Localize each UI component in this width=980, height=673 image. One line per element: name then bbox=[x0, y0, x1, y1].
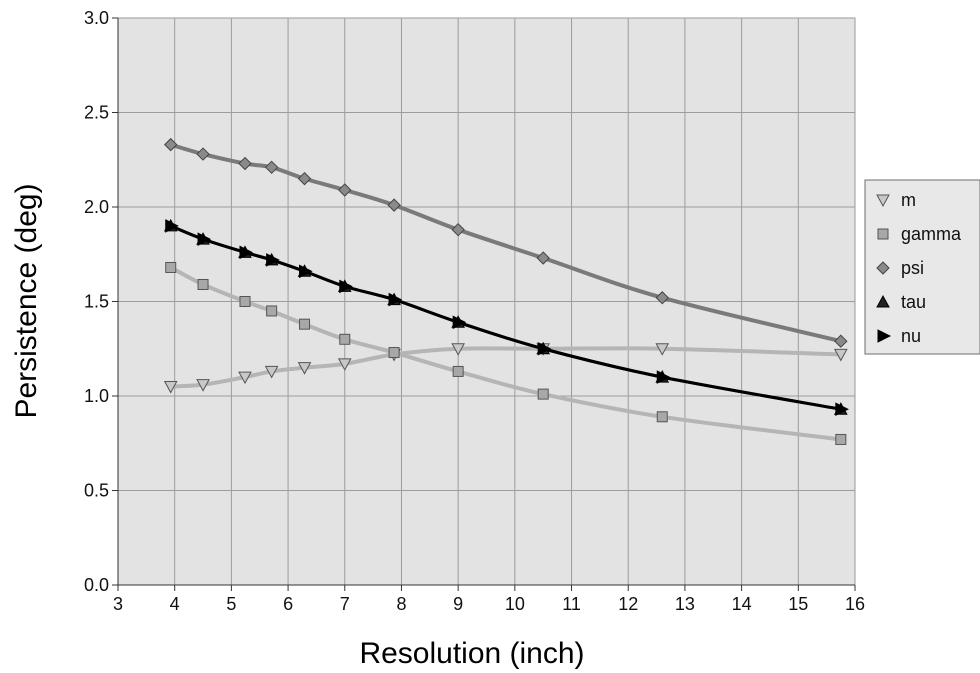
point-m bbox=[238, 371, 252, 385]
point-gamma bbox=[299, 318, 311, 330]
point-nu bbox=[266, 253, 280, 267]
y-tick-label: 2.0 bbox=[84, 197, 109, 217]
point-m bbox=[264, 365, 279, 379]
x-tick-label: 13 bbox=[675, 594, 695, 614]
point-gamma bbox=[165, 261, 177, 273]
series-layer bbox=[163, 137, 849, 445]
point-nu bbox=[299, 264, 313, 279]
x-tick-label: 9 bbox=[453, 594, 463, 614]
point-psi bbox=[297, 171, 312, 186]
point-gamma bbox=[339, 333, 351, 345]
series-gamma bbox=[165, 261, 847, 445]
legend-marker-gamma bbox=[877, 228, 889, 240]
point-gamma bbox=[197, 278, 209, 290]
series-nu bbox=[165, 219, 849, 417]
point-psi bbox=[451, 222, 465, 237]
point-m bbox=[655, 343, 670, 356]
point-nu bbox=[388, 292, 403, 307]
x-tick-label: 15 bbox=[788, 594, 808, 614]
point-m bbox=[451, 343, 465, 356]
legend-marker-m bbox=[876, 194, 890, 208]
point-m bbox=[337, 358, 352, 371]
legend-label-gamma: gamma bbox=[901, 224, 962, 244]
point-psi bbox=[536, 251, 550, 265]
legend-label-tau: tau bbox=[901, 292, 926, 312]
point-gamma bbox=[266, 305, 278, 317]
point-gamma bbox=[388, 347, 400, 359]
point-psi bbox=[338, 183, 352, 197]
y-tick-label: 3.0 bbox=[84, 8, 109, 28]
legend-marker-nu bbox=[877, 329, 892, 343]
grid-lines bbox=[118, 18, 855, 585]
point-psi bbox=[834, 334, 848, 348]
point-m bbox=[833, 348, 848, 362]
point-gamma bbox=[835, 433, 847, 445]
y-axis-title: Persistence (deg) bbox=[10, 183, 43, 418]
point-psi bbox=[264, 160, 279, 175]
y-tick-label: 0.0 bbox=[84, 575, 109, 595]
point-psi bbox=[196, 147, 210, 161]
point-nu bbox=[165, 219, 179, 233]
point-m bbox=[163, 381, 178, 394]
y-tick-label: 2.5 bbox=[84, 103, 109, 123]
x-tick-label: 8 bbox=[396, 594, 406, 614]
point-nu bbox=[537, 341, 552, 356]
x-tick-label: 3 bbox=[113, 594, 123, 614]
x-tick-label: 14 bbox=[732, 594, 752, 614]
x-tick-label: 12 bbox=[618, 594, 638, 614]
x-tick-label: 11 bbox=[562, 594, 581, 614]
y-tick-label: 1.5 bbox=[84, 292, 109, 312]
point-gamma bbox=[656, 411, 668, 423]
point-gamma bbox=[239, 296, 251, 307]
legend: m gamma psi tau nu bbox=[864, 179, 980, 355]
point-nu bbox=[835, 402, 849, 417]
point-psi bbox=[387, 198, 401, 212]
series-psi bbox=[164, 137, 848, 348]
y-tick-label: 0.5 bbox=[84, 481, 109, 501]
point-m bbox=[297, 362, 312, 375]
legend-label-nu: nu bbox=[901, 326, 921, 346]
point-m bbox=[196, 379, 210, 392]
y-tick-label: 1.0 bbox=[84, 386, 109, 406]
point-psi bbox=[238, 156, 252, 171]
legend-label-m: m bbox=[901, 190, 916, 210]
x-tick-label: 10 bbox=[505, 594, 525, 614]
point-nu bbox=[197, 232, 212, 246]
x-tick-label: 16 bbox=[845, 594, 865, 614]
x-tick-label: 5 bbox=[226, 594, 236, 614]
point-nu bbox=[656, 370, 671, 384]
legend-label-psi: psi bbox=[901, 258, 924, 278]
point-psi bbox=[164, 137, 178, 152]
legend-marker-psi bbox=[876, 261, 890, 275]
point-gamma bbox=[452, 365, 464, 377]
point-psi bbox=[655, 291, 669, 305]
legend-marker-tau bbox=[876, 294, 890, 308]
point-nu bbox=[239, 245, 254, 260]
x-axis-title: Resolution (inch) bbox=[359, 637, 584, 670]
x-tick-label: 6 bbox=[283, 594, 293, 614]
x-tick-label: 7 bbox=[340, 594, 350, 614]
point-gamma bbox=[537, 388, 549, 400]
x-tick-label: 4 bbox=[170, 594, 180, 614]
point-nu bbox=[452, 315, 467, 330]
point-nu bbox=[339, 279, 353, 294]
axes: 3 4 5 6 7 8 9 10 11 12 13 14 15 16 0.0 0.5 1.0 1.5 2.0 2.5 3… bbox=[84, 8, 865, 614]
